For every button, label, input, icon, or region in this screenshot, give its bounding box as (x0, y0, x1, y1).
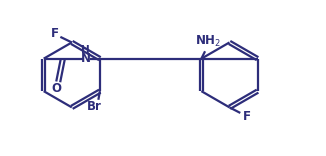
Text: F: F (243, 110, 250, 122)
Text: F: F (51, 27, 59, 40)
Text: O: O (52, 82, 62, 95)
Text: Br: Br (87, 100, 102, 113)
Text: NH$_2$: NH$_2$ (195, 34, 220, 49)
Text: N: N (81, 52, 91, 65)
Text: H: H (82, 45, 90, 55)
